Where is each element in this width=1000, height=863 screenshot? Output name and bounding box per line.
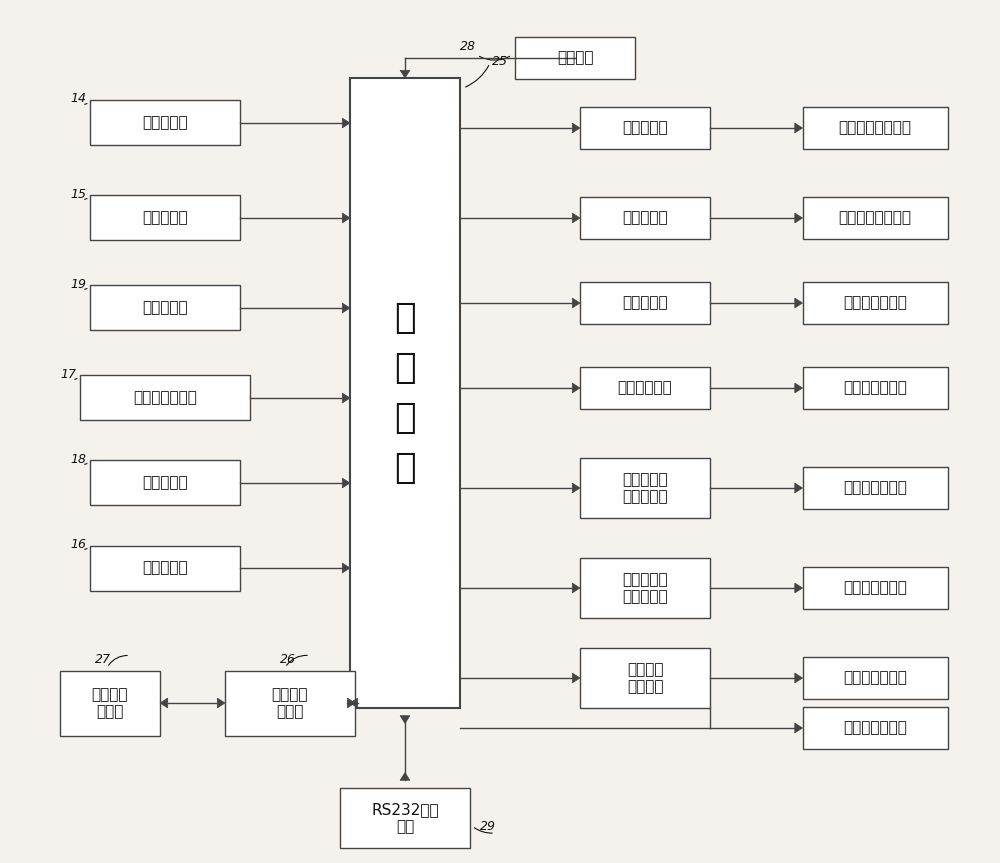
Text: 电加热管控制电路: 电加热管控制电路 <box>838 211 912 225</box>
Bar <box>225 671 355 735</box>
Polygon shape <box>342 303 350 313</box>
Bar <box>580 282 710 324</box>
Bar <box>802 657 948 699</box>
Polygon shape <box>795 673 802 683</box>
Polygon shape <box>572 298 580 308</box>
Text: 18: 18 <box>70 452 86 465</box>
Text: 气体成分传感器: 气体成分传感器 <box>133 390 197 406</box>
Polygon shape <box>342 563 350 573</box>
Polygon shape <box>342 213 350 223</box>
Text: 19: 19 <box>70 278 86 291</box>
Polygon shape <box>347 698 355 708</box>
Text: 气压传感器: 气压传感器 <box>142 560 188 576</box>
Bar <box>90 545 240 590</box>
Polygon shape <box>795 723 802 733</box>
Polygon shape <box>795 383 802 393</box>
Text: 湿度传感器: 湿度传感器 <box>142 211 188 225</box>
Text: 固态继电器: 固态继电器 <box>622 295 668 311</box>
Text: 固态继电器: 固态继电器 <box>622 211 668 225</box>
Polygon shape <box>400 715 410 723</box>
Text: 14: 14 <box>70 92 86 105</box>
Bar <box>580 558 710 618</box>
Text: RS232通讯
模块: RS232通讯 模块 <box>371 802 439 835</box>
Bar <box>802 567 948 609</box>
Text: 光隔离可控
硅驱动电路: 光隔离可控 硅驱动电路 <box>622 572 668 604</box>
Bar <box>580 107 710 149</box>
Text: 15: 15 <box>70 187 86 200</box>
Polygon shape <box>350 698 358 708</box>
Polygon shape <box>795 213 802 223</box>
Text: 风速传感器: 风速传感器 <box>142 300 188 316</box>
Polygon shape <box>572 483 580 493</box>
Text: 液晶显示
控制屏: 液晶显示 控制屏 <box>92 687 128 719</box>
Polygon shape <box>572 123 580 133</box>
Bar <box>802 282 948 324</box>
Text: 光隔离可控
硅驱动电路: 光隔离可控 硅驱动电路 <box>622 472 668 504</box>
Bar <box>802 107 948 149</box>
Text: 制冷设备控制电路: 制冷设备控制电路 <box>838 121 912 135</box>
Polygon shape <box>795 483 802 493</box>
Bar <box>515 37 635 79</box>
Text: 光照传感器: 光照传感器 <box>142 476 188 490</box>
Text: 固态继电器: 固态继电器 <box>622 121 668 135</box>
Text: 步进电机
驱动电路: 步进电机 驱动电路 <box>627 662 663 694</box>
Polygon shape <box>572 673 580 683</box>
Polygon shape <box>795 583 802 593</box>
Bar <box>802 707 948 749</box>
Text: 功率控制电路: 功率控制电路 <box>618 381 672 395</box>
Text: 鼓风机驱动电路: 鼓风机驱动电路 <box>843 581 907 595</box>
Polygon shape <box>342 118 350 128</box>
Text: 16: 16 <box>70 538 86 551</box>
Text: 液晶屏驱
动模块: 液晶屏驱 动模块 <box>272 687 308 719</box>
Bar <box>580 197 710 239</box>
Bar <box>90 286 240 331</box>
Bar <box>580 367 710 409</box>
Text: 照明灯控制电路: 照明灯控制电路 <box>843 381 907 395</box>
Bar <box>580 648 710 708</box>
Polygon shape <box>572 383 580 393</box>
Polygon shape <box>572 583 580 593</box>
Text: 进口窗步进电机: 进口窗步进电机 <box>843 671 907 685</box>
Polygon shape <box>400 772 410 780</box>
Text: 28: 28 <box>460 40 476 53</box>
Text: 29: 29 <box>480 820 496 833</box>
Polygon shape <box>572 213 580 223</box>
Text: 25: 25 <box>492 55 508 68</box>
Bar <box>802 467 948 509</box>
Text: 26: 26 <box>280 652 296 665</box>
Text: 时钟电路: 时钟电路 <box>557 51 593 66</box>
Polygon shape <box>342 394 350 403</box>
Bar <box>802 197 948 239</box>
Bar <box>580 458 710 518</box>
Text: 出口窗步进电机: 出口窗步进电机 <box>843 721 907 735</box>
Polygon shape <box>400 70 410 78</box>
Text: 27: 27 <box>95 652 111 665</box>
Bar <box>340 788 470 848</box>
Bar <box>802 367 948 409</box>
Text: 微
控
制
器: 微 控 制 器 <box>394 300 416 485</box>
Bar <box>90 100 240 146</box>
Bar <box>60 671 160 735</box>
Polygon shape <box>795 123 802 133</box>
Text: 抽风机驱动电路: 抽风机驱动电路 <box>843 481 907 495</box>
Text: 温度传感器: 温度传感器 <box>142 116 188 130</box>
Polygon shape <box>342 478 350 488</box>
Bar <box>90 461 240 506</box>
Text: 加湿器控制电路: 加湿器控制电路 <box>843 295 907 311</box>
Polygon shape <box>160 698 168 708</box>
Polygon shape <box>795 298 802 308</box>
Bar <box>350 78 460 708</box>
Polygon shape <box>217 698 225 708</box>
Text: 17: 17 <box>60 368 76 381</box>
Bar <box>80 375 250 420</box>
Bar <box>90 196 240 241</box>
